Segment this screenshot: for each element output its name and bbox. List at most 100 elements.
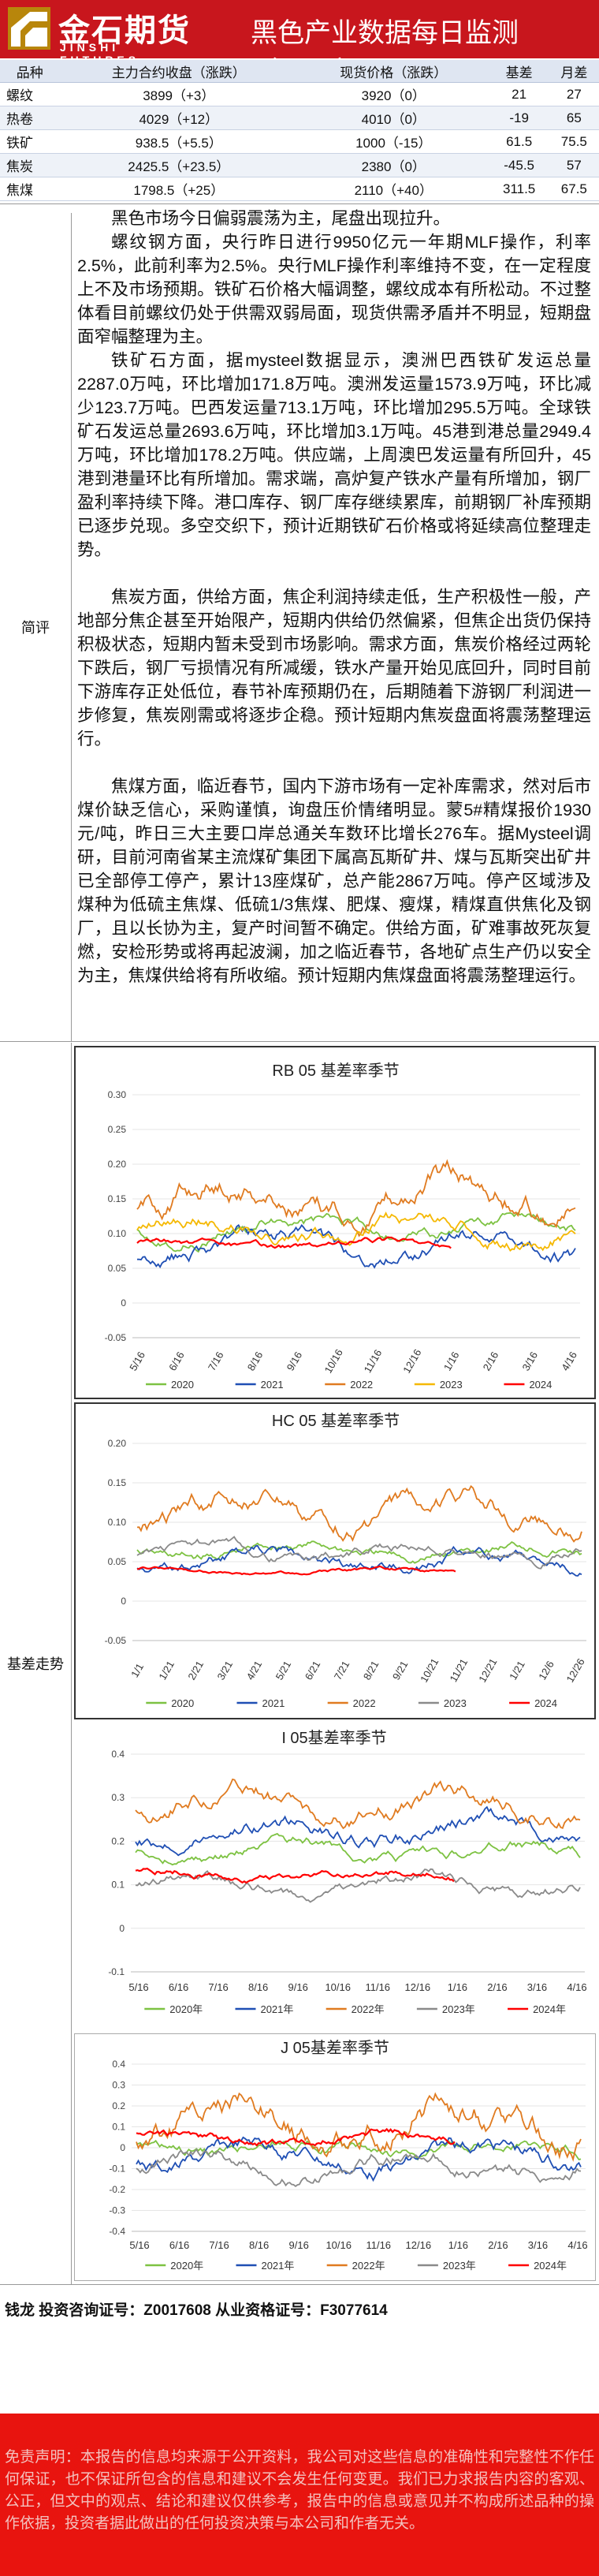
series-line-2024年 (135, 1867, 455, 1884)
x-tick-label: 4/16 (567, 1981, 586, 1993)
y-tick-label: 0.4 (111, 1749, 125, 1760)
table-cell: 27 (549, 82, 599, 106)
x-tick-label: 7/16 (208, 1981, 228, 1993)
review-paragraph: 焦炭方面，供给方面，焦企利润持续走低，生产积极性一般，产地部分焦企甚至开始限产，… (77, 588, 591, 749)
x-tick-label: 9/21 (390, 1659, 411, 1682)
table-cell: 铁矿 (0, 129, 60, 154)
legend-label: 2022 (353, 1697, 376, 1709)
series-line-2024 (136, 1565, 456, 1576)
table-cell: 4029（+12） (59, 106, 298, 130)
table-cell: -19 (489, 106, 549, 130)
y-tick-label: -0.1 (108, 1966, 125, 1977)
x-tick-label: 1/1 (128, 1661, 146, 1679)
x-tick-label: 4/16 (559, 1350, 579, 1372)
x-tick-label: 12/26 (564, 1656, 586, 1685)
x-tick-label: 9/16 (289, 2239, 309, 2251)
table-cell: 热卷 (0, 106, 60, 130)
x-tick-label: 11/16 (362, 1347, 385, 1375)
y-tick-label: 0.3 (111, 1792, 125, 1803)
x-tick-label: 3/21 (214, 1659, 235, 1682)
x-tick-label: 4/16 (567, 2239, 587, 2251)
table-cell: 938.5（+5.5） (59, 129, 298, 154)
chart-i05-svg: I 05基差率季节 0.4 0.3 0.2 0.1 0 -0.15/16 6/16 7/16 8/… (108, 1729, 586, 2015)
y-tick-label: 0 (121, 1297, 126, 1309)
legend-label: 2024年 (533, 2003, 566, 2015)
table-cell: 焦煤 (0, 177, 60, 201)
x-tick-label: 12/16 (406, 2239, 432, 2251)
review-text: 黑色市场今日偏弱震荡为主，尾盘出现拉升。 螺纹钢方面，央行昨日进行9950亿元一… (77, 207, 591, 987)
series-line-2024年 (136, 2127, 456, 2147)
table-cell: 螺纹 (0, 82, 60, 106)
legend-label: 2023 (440, 1379, 463, 1391)
series-line-2023 (136, 1536, 582, 1570)
disclaimer: 免责声明：本报告的信息均来源于公开资料，我公司对这些信息的准确性和完整性不作任何… (0, 2414, 599, 2576)
legend-label: 2021年 (260, 2003, 293, 2015)
x-tick-label: 9/16 (285, 1350, 305, 1372)
series-line-2022年 (136, 2092, 582, 2162)
divider (0, 1041, 599, 1042)
series-line-2021年 (135, 1805, 581, 1857)
x-tick-label: 12/6 (536, 1659, 556, 1682)
chart-hc05: HC 05 基差率季节 0.20 0.15 0.10 0.05 0 -0.05 1/1 1/21… (74, 1402, 596, 1719)
series-line-2021年 (136, 2136, 582, 2182)
review-section-label: 简评 (0, 213, 72, 1041)
chart-j05: J 05基差率季节 0.4 0.3 0.2 0.1 0 -0.1 -0.2 -0.3 -0.4 5/… (74, 2033, 596, 2281)
y-tick-label: 0.15 (108, 1193, 127, 1204)
chart-rb05-svg: RB 05 基差率季节 0.30 0.25 0.20 0.15 0.10 0.05 0 -0.0… (105, 1062, 580, 1391)
series-line-2023年 (135, 1868, 581, 1903)
series-line-2024 (136, 1236, 452, 1249)
table-cell: 61.5 (489, 129, 549, 154)
legend-label: 2021 (261, 1379, 284, 1391)
chart-rb05: RB 05 基差率季节 0.30 0.25 0.20 0.15 0.10 0.05 0 -0.0… (74, 1046, 596, 1399)
y-tick-label: 0.3 (112, 2080, 125, 2091)
y-tick-label: 0.15 (108, 1477, 127, 1488)
analyst-contact: 钱龙 投资咨询证号：Z0017608 从业资格证号：F3077614 (5, 2302, 388, 2319)
company-logo: 金石期货 JINSHI FUTURES (0, 0, 205, 66)
review-paragraph: 黑色市场今日偏弱震荡为主，尾盘出现拉升。 (111, 209, 451, 228)
x-tick-label: 7/16 (209, 2239, 229, 2251)
table-row: 焦炭 2425.5（+23.5） 2380（0） -45.5 57 (0, 153, 599, 177)
x-tick-label: 12/16 (400, 1347, 423, 1376)
table-cell: 75.5 (549, 129, 599, 154)
legend-label: 2022年 (352, 2260, 385, 2272)
y-tick-label: -0.05 (105, 1635, 127, 1646)
series-line-2023 (136, 1211, 576, 1252)
y-tick-label: 0.2 (111, 1835, 125, 1846)
x-tick-label: 10/16 (322, 1347, 345, 1376)
x-tick-label: 4/21 (244, 1659, 265, 1682)
y-tick-label: 0.1 (111, 1880, 125, 1891)
x-tick-label: 1/16 (448, 2239, 468, 2251)
x-tick-label: 6/16 (166, 1350, 187, 1372)
x-tick-label: 6/16 (169, 1981, 188, 1993)
table-cell: 67.5 (549, 177, 599, 201)
x-tick-label: 2/16 (488, 2239, 508, 2251)
y-tick-label: 0.05 (108, 1556, 127, 1567)
y-tick-label: 0 (119, 1923, 125, 1934)
table-row: 热卷 4029（+12） 4010（0） -19 65 (0, 106, 599, 130)
x-tick-label: 11/16 (365, 1981, 390, 1993)
y-tick-label: 0 (120, 2142, 125, 2153)
series-line-2020年 (136, 2139, 582, 2161)
series-line-2023年 (136, 2148, 582, 2188)
legend-label: 2022年 (352, 2003, 385, 2015)
logo-chinese-name: 金石期货 (58, 13, 191, 49)
chart-hc05-svg: HC 05 基差率季节 0.20 0.15 0.10 0.05 0 -0.05 1/1 1/21… (105, 1412, 587, 1709)
x-tick-label: 3/16 (519, 1350, 540, 1372)
x-tick-label: 6/21 (303, 1659, 323, 1682)
legend-label: 2024年 (534, 2260, 567, 2272)
series-line-2022 (136, 1484, 582, 1543)
series-line-2021 (136, 1223, 576, 1269)
column-header: 品种 (0, 60, 60, 83)
table-cell: 21 (489, 82, 549, 106)
legend-label: 2020 (171, 1379, 194, 1391)
price-table: 品种 主力合约收盘（涨跌） 现货价格（涨跌） 基差 月差 螺纹 3899（+3）… (0, 60, 599, 201)
x-tick-label: 8/16 (249, 2239, 269, 2251)
series-line-2022 (136, 1159, 576, 1238)
legend-label: 2023 (444, 1697, 467, 1709)
x-tick-label: 11/21 (447, 1656, 470, 1684)
basis-section-label: 基差走势 (0, 1043, 72, 2284)
x-tick-label: 7/16 (206, 1350, 226, 1372)
x-tick-label: 1/21 (156, 1659, 177, 1682)
column-header: 基差 (489, 60, 549, 83)
y-tick-label: 0.10 (108, 1517, 127, 1528)
